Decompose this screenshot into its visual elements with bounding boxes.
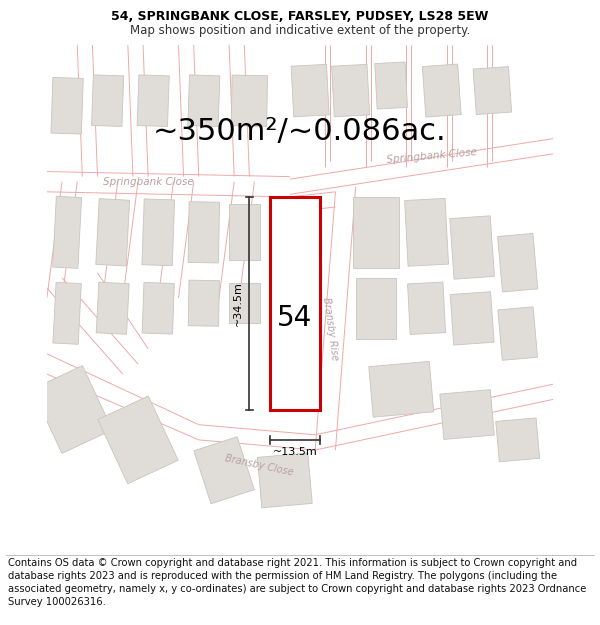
Text: Bransby Rise: Bransby Rise [321, 296, 340, 361]
Polygon shape [450, 216, 494, 279]
Polygon shape [291, 64, 329, 117]
Polygon shape [450, 292, 494, 345]
Polygon shape [473, 67, 512, 114]
Text: 54, SPRINGBANK CLOSE, FARSLEY, PUDSEY, LS28 5EW: 54, SPRINGBANK CLOSE, FARSLEY, PUDSEY, L… [112, 10, 488, 23]
Polygon shape [53, 196, 82, 268]
Text: Springbank Close: Springbank Close [386, 148, 477, 165]
Polygon shape [353, 197, 399, 268]
Polygon shape [137, 75, 169, 126]
Polygon shape [375, 62, 407, 109]
Polygon shape [194, 437, 254, 504]
Polygon shape [142, 282, 175, 334]
Polygon shape [92, 75, 124, 126]
Polygon shape [498, 307, 538, 361]
Polygon shape [51, 78, 83, 134]
Polygon shape [32, 366, 112, 453]
Polygon shape [53, 282, 82, 344]
Text: Bransby Close: Bransby Close [224, 453, 295, 478]
Polygon shape [269, 197, 320, 409]
Polygon shape [188, 75, 220, 126]
Polygon shape [422, 64, 461, 117]
Polygon shape [142, 199, 175, 266]
Polygon shape [96, 199, 130, 266]
Polygon shape [96, 282, 129, 334]
Text: ~350m²/~0.086ac.: ~350m²/~0.086ac. [153, 116, 447, 146]
Polygon shape [98, 396, 178, 484]
Polygon shape [496, 418, 539, 462]
Polygon shape [356, 278, 396, 339]
Polygon shape [231, 75, 268, 126]
Text: ~34.5m: ~34.5m [233, 281, 244, 326]
Polygon shape [229, 204, 260, 260]
Polygon shape [369, 361, 434, 417]
Text: Map shows position and indicative extent of the property.: Map shows position and indicative extent… [130, 24, 470, 37]
Polygon shape [229, 283, 260, 324]
Polygon shape [332, 64, 370, 117]
Polygon shape [188, 280, 220, 326]
Text: Springbank Close: Springbank Close [103, 177, 193, 187]
Polygon shape [188, 202, 220, 263]
Text: Contains OS data © Crown copyright and database right 2021. This information is : Contains OS data © Crown copyright and d… [8, 558, 587, 608]
Polygon shape [440, 389, 494, 439]
Text: ~13.5m: ~13.5m [272, 448, 317, 458]
Polygon shape [404, 198, 449, 266]
Polygon shape [257, 453, 312, 508]
Text: 54: 54 [277, 304, 313, 332]
Polygon shape [497, 233, 538, 292]
Polygon shape [407, 282, 446, 334]
